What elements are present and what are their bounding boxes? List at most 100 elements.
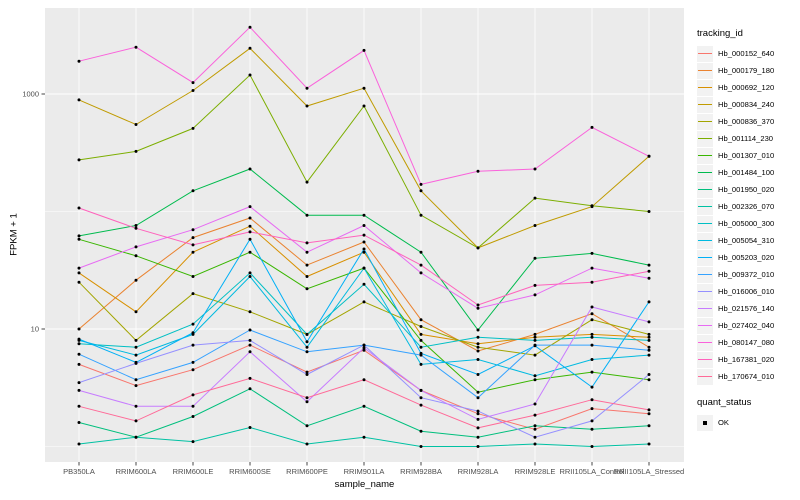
legend-key-line-icon (697, 130, 713, 147)
legend-entry-Hb_001307_010: Hb_001307_010 (697, 147, 797, 164)
legend-entry-Hb_027402_040: Hb_027402_040 (697, 317, 797, 334)
data-point (533, 293, 537, 297)
data-point (305, 373, 309, 376)
data-point (647, 263, 651, 267)
legend-entry-label: Hb_009372_010 (718, 270, 775, 279)
legend-key-line-icon (697, 283, 713, 300)
data-point (590, 407, 594, 411)
data-point (362, 282, 366, 286)
data-point (77, 442, 81, 446)
data-point (419, 182, 423, 186)
x-tick-label: PB350LA (63, 467, 95, 476)
legend-entry-Hb_001114_230: Hb_001114_230 (697, 130, 797, 147)
data-point (191, 250, 195, 254)
data-point (590, 343, 594, 347)
legend-entry-Hb_005054_310: Hb_005054_310 (697, 232, 797, 249)
legend-entry-label: Hb_000179_180 (718, 66, 775, 75)
data-point (362, 404, 366, 408)
x-tick-label: RRIM928LE (515, 467, 556, 476)
legend-key-line-icon (697, 181, 713, 198)
legend-entry-Hb_167381_020: Hb_167381_020 (697, 351, 797, 368)
data-point (590, 204, 594, 208)
legend-key-line-icon (697, 198, 713, 215)
data-point (134, 338, 138, 342)
quant-status-key-icon (697, 414, 713, 431)
legend-entry-Hb_005000_300: Hb_005000_300 (697, 215, 797, 232)
data-point (362, 104, 366, 108)
data-point (77, 206, 81, 210)
data-point (590, 318, 594, 322)
data-point (419, 388, 423, 392)
data-point (419, 332, 423, 336)
data-point (647, 442, 651, 446)
data-point (419, 403, 423, 407)
data-point (77, 388, 81, 392)
data-point (305, 396, 309, 400)
data-point (305, 424, 309, 428)
data-point (191, 189, 195, 193)
data-point (476, 306, 480, 310)
data-point (134, 310, 138, 314)
data-point (191, 81, 195, 85)
data-point (191, 440, 195, 444)
data-point (647, 345, 651, 349)
legend-entry-Hb_000152_640: Hb_000152_640 (697, 45, 797, 62)
data-point (362, 233, 366, 237)
data-point (362, 348, 366, 352)
legend-entry-label: Hb_000834_240 (718, 100, 775, 109)
data-point (419, 345, 423, 349)
data-point (533, 224, 537, 227)
legend-title-tracking-id: tracking_id (697, 28, 743, 39)
legend-entry-Hb_002326_070: Hb_002326_070 (697, 198, 797, 215)
legend-key-line-icon (697, 45, 713, 62)
data-point (476, 409, 480, 413)
data-point (590, 305, 594, 309)
data-point (362, 378, 366, 382)
data-point (362, 300, 366, 304)
data-point (647, 373, 651, 376)
data-point (590, 266, 594, 270)
data-point (419, 318, 423, 322)
data-point (134, 361, 138, 365)
data-point (248, 350, 252, 354)
data-point (476, 396, 480, 400)
data-point (533, 435, 537, 439)
data-point (77, 266, 81, 270)
legend-entry-label: OK (718, 418, 729, 427)
data-point (362, 247, 366, 251)
data-point (305, 275, 309, 278)
data-point (590, 312, 594, 316)
data-point (476, 335, 480, 339)
legend-entry-label: Hb_000692_120 (718, 83, 775, 92)
data-point (77, 237, 81, 241)
legend-key-line-icon (697, 96, 713, 113)
data-point (533, 374, 537, 378)
legend-entry-label: Hb_002326_070 (718, 202, 775, 211)
legend-entry-Hb_021576_140: Hb_021576_140 (697, 300, 797, 317)
data-point (248, 46, 252, 50)
data-point (362, 266, 366, 270)
legend-key-line-icon (697, 266, 713, 283)
data-point (647, 353, 651, 357)
data-point (419, 263, 423, 267)
data-point (647, 154, 651, 158)
data-point (248, 205, 252, 209)
data-point (362, 343, 366, 347)
legend-entry-label: Hb_000152_640 (718, 49, 775, 58)
data-point (476, 390, 480, 394)
data-point (647, 210, 651, 213)
legend-entry-label: Hb_000836_370 (718, 117, 775, 126)
data-point (647, 408, 651, 412)
x-tick-label: RRIM901LA (344, 467, 385, 476)
data-point (590, 445, 594, 448)
data-point (533, 378, 537, 382)
data-point (419, 338, 423, 342)
legend-entry-label: Hb_005054_310 (718, 236, 775, 245)
data-point (476, 435, 480, 439)
x-tick-label: RRIM928BA (400, 467, 442, 476)
legend-entry-label: Hb_001950_020 (718, 185, 775, 194)
legend-entry-label: Hb_001114_230 (718, 134, 774, 143)
data-point (590, 427, 594, 431)
data-point (305, 250, 309, 254)
data-point (533, 283, 537, 287)
